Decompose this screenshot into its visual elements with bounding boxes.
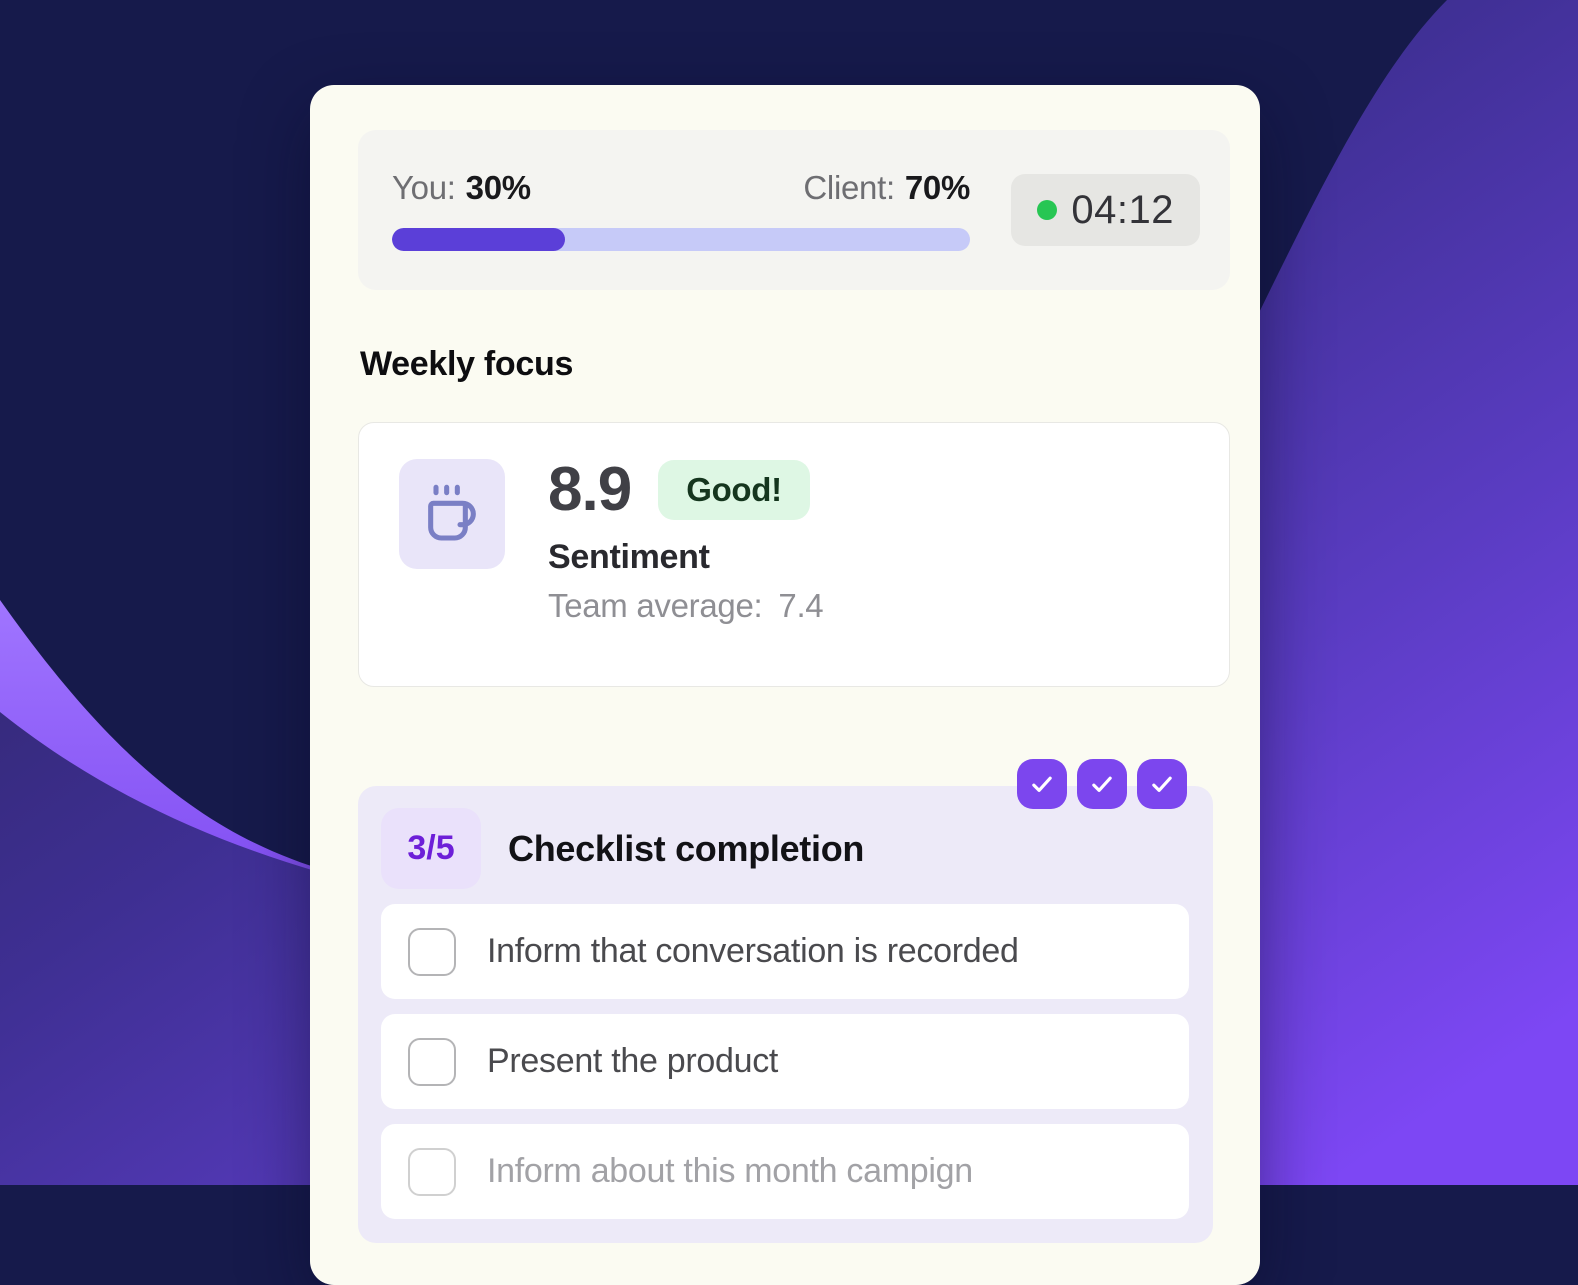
panel-card: You: 30% Client: 70% 04:12 Weekly focus [310, 85, 1260, 1285]
talk-progress-track [392, 228, 970, 251]
you-label: You: [392, 169, 456, 206]
live-dot-icon [1037, 200, 1058, 220]
checklist-header: 3/5 Checklist completion [381, 808, 1189, 889]
you-stat: You: 30% [392, 169, 531, 207]
client-stat: Client: 70% [803, 169, 970, 207]
team-average-label: Team average: [548, 587, 763, 624]
sentiment-score: 8.9 [548, 455, 632, 524]
checklist-panel: 3/5 Checklist completion Inform that con… [358, 759, 1213, 1243]
talk-progress-fill [392, 228, 566, 251]
checklist-item-label: Present the product [487, 1042, 779, 1080]
talk-ratio-stats: You: 30% Client: 70% [392, 169, 970, 251]
sentiment-status-badge: Good! [658, 460, 810, 520]
timer-badge: 04:12 [1011, 174, 1200, 246]
score-row: 8.9 Good! [548, 459, 823, 521]
sentiment-info: 8.9 Good! Sentiment Team average: 7.4 [548, 459, 824, 650]
checklist-item-label: Inform about this month campign [487, 1152, 973, 1190]
client-value: 70% [904, 169, 970, 206]
team-average: Team average: 7.4 [548, 587, 824, 625]
checklist-item[interactable]: Present the product [381, 1014, 1189, 1109]
checklist-progress-badge: 3/5 [381, 808, 481, 889]
check-button[interactable] [1017, 759, 1067, 809]
weekly-focus-title: Weekly focus [360, 345, 574, 383]
sentiment-card: 8.9 Good! Sentiment Team average: 7.4 [358, 422, 1230, 687]
checkbox[interactable] [408, 1037, 456, 1086]
checkbox[interactable] [408, 1147, 456, 1196]
checklist-item[interactable]: Inform about this month campign [381, 1124, 1189, 1219]
coffee-icon [428, 484, 476, 541]
completed-check-buttons [1017, 759, 1187, 809]
checkmark-icon [1152, 776, 1172, 792]
checklist-title: Checklist completion [508, 827, 865, 869]
sentiment-label: Sentiment [548, 538, 710, 576]
checkmark-icon [1092, 776, 1112, 792]
check-button[interactable] [1137, 759, 1187, 809]
team-average-value: 7.4 [778, 587, 824, 624]
timer-value: 04:12 [1071, 187, 1174, 232]
talk-ratio-labels: You: 30% Client: 70% [392, 169, 970, 207]
checkmark-icon [1032, 776, 1052, 792]
check-button[interactable] [1077, 759, 1127, 809]
checklist-item[interactable]: Inform that conversation is recorded [381, 904, 1189, 999]
client-label: Client: [803, 169, 895, 206]
you-value: 30% [465, 169, 531, 206]
coffee-icon-tile [399, 459, 505, 569]
checklist-items: Inform that conversation is recorded Pre… [381, 904, 1189, 1219]
checklist-item-label: Inform that conversation is recorded [487, 932, 1019, 970]
checkbox[interactable] [408, 927, 456, 976]
talk-ratio-panel: You: 30% Client: 70% 04:12 [358, 130, 1230, 290]
